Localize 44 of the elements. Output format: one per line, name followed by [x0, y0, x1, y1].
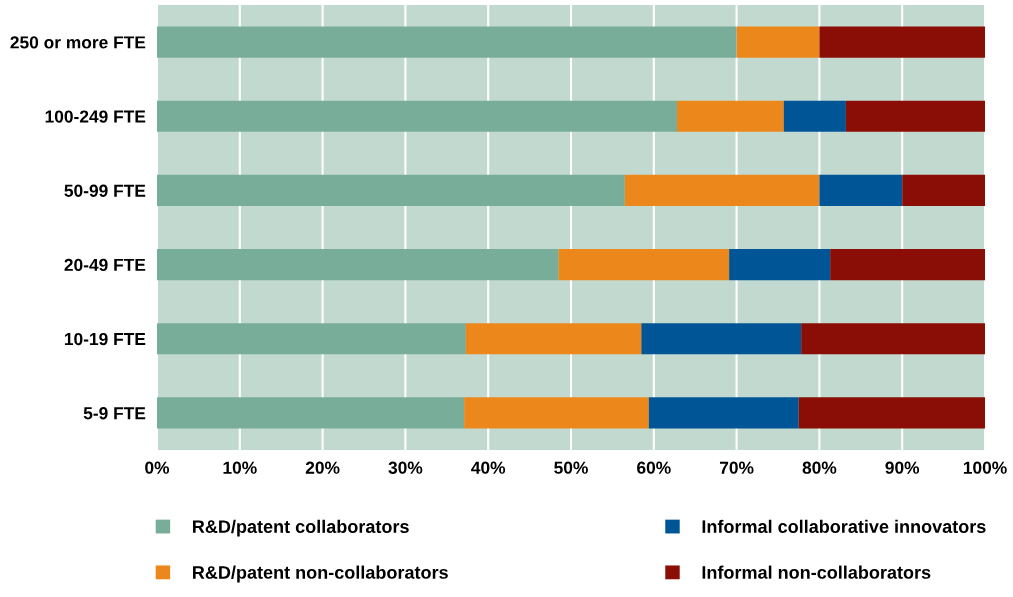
- bar: [157, 100, 677, 132]
- y-tick-label: 5-9 FTE: [83, 407, 146, 420]
- legend-label: Informal non-collaborators: [702, 565, 931, 579]
- x-tick-label: 50%: [554, 461, 588, 474]
- bar: [558, 249, 730, 281]
- bar: [157, 397, 465, 429]
- legend-label: R&D/patent non-collaborators: [193, 565, 448, 583]
- y-tick-label: 20-49 FTE: [64, 258, 146, 272]
- x-tick-label: 40%: [471, 461, 506, 474]
- x-tick-label: 0%: [145, 461, 170, 474]
- bar: [157, 323, 466, 355]
- bar: [801, 323, 985, 355]
- x-tick-label: 10%: [223, 461, 257, 474]
- y-tick-label: 10-19 FTE: [64, 332, 146, 346]
- legend-label: R&D/patent collaborators: [193, 519, 409, 537]
- x-tick-label: 20%: [305, 461, 340, 474]
- x-tick-label: 90%: [885, 461, 920, 474]
- x-tick-label: 70%: [719, 461, 754, 474]
- bar: [676, 100, 784, 132]
- bar: [736, 26, 820, 58]
- bar: [157, 174, 625, 206]
- x-tick-label: 30%: [388, 461, 423, 474]
- bar: [648, 397, 799, 429]
- bar: [798, 397, 985, 429]
- x-tick-label: 60%: [637, 461, 671, 474]
- x-tick-label: 100%: [963, 461, 1007, 474]
- x-tick-label: 80%: [802, 461, 837, 474]
- legend-label: Informal collaborative innovators: [702, 519, 986, 534]
- bar: [819, 174, 903, 206]
- bar: [465, 323, 642, 355]
- bar: [902, 174, 985, 206]
- y-tick-label: 250 or more FTE: [10, 36, 146, 49]
- bar: [464, 397, 649, 429]
- bar: [845, 100, 985, 132]
- bar: [819, 26, 985, 58]
- y-tick-label: 50-99 FTE: [64, 184, 146, 197]
- y-tick-label: 100-249 FTE: [45, 110, 146, 123]
- bar: [624, 174, 820, 206]
- bar: [729, 249, 831, 281]
- bar: [830, 249, 985, 281]
- bar: [157, 249, 559, 281]
- bar: [641, 323, 802, 355]
- bar: [783, 100, 846, 132]
- bar: [157, 26, 737, 58]
